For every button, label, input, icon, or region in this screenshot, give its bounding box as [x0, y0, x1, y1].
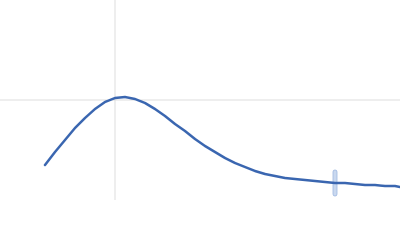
data-line: [43, 95, 400, 189]
chart: [0, 0, 400, 200]
